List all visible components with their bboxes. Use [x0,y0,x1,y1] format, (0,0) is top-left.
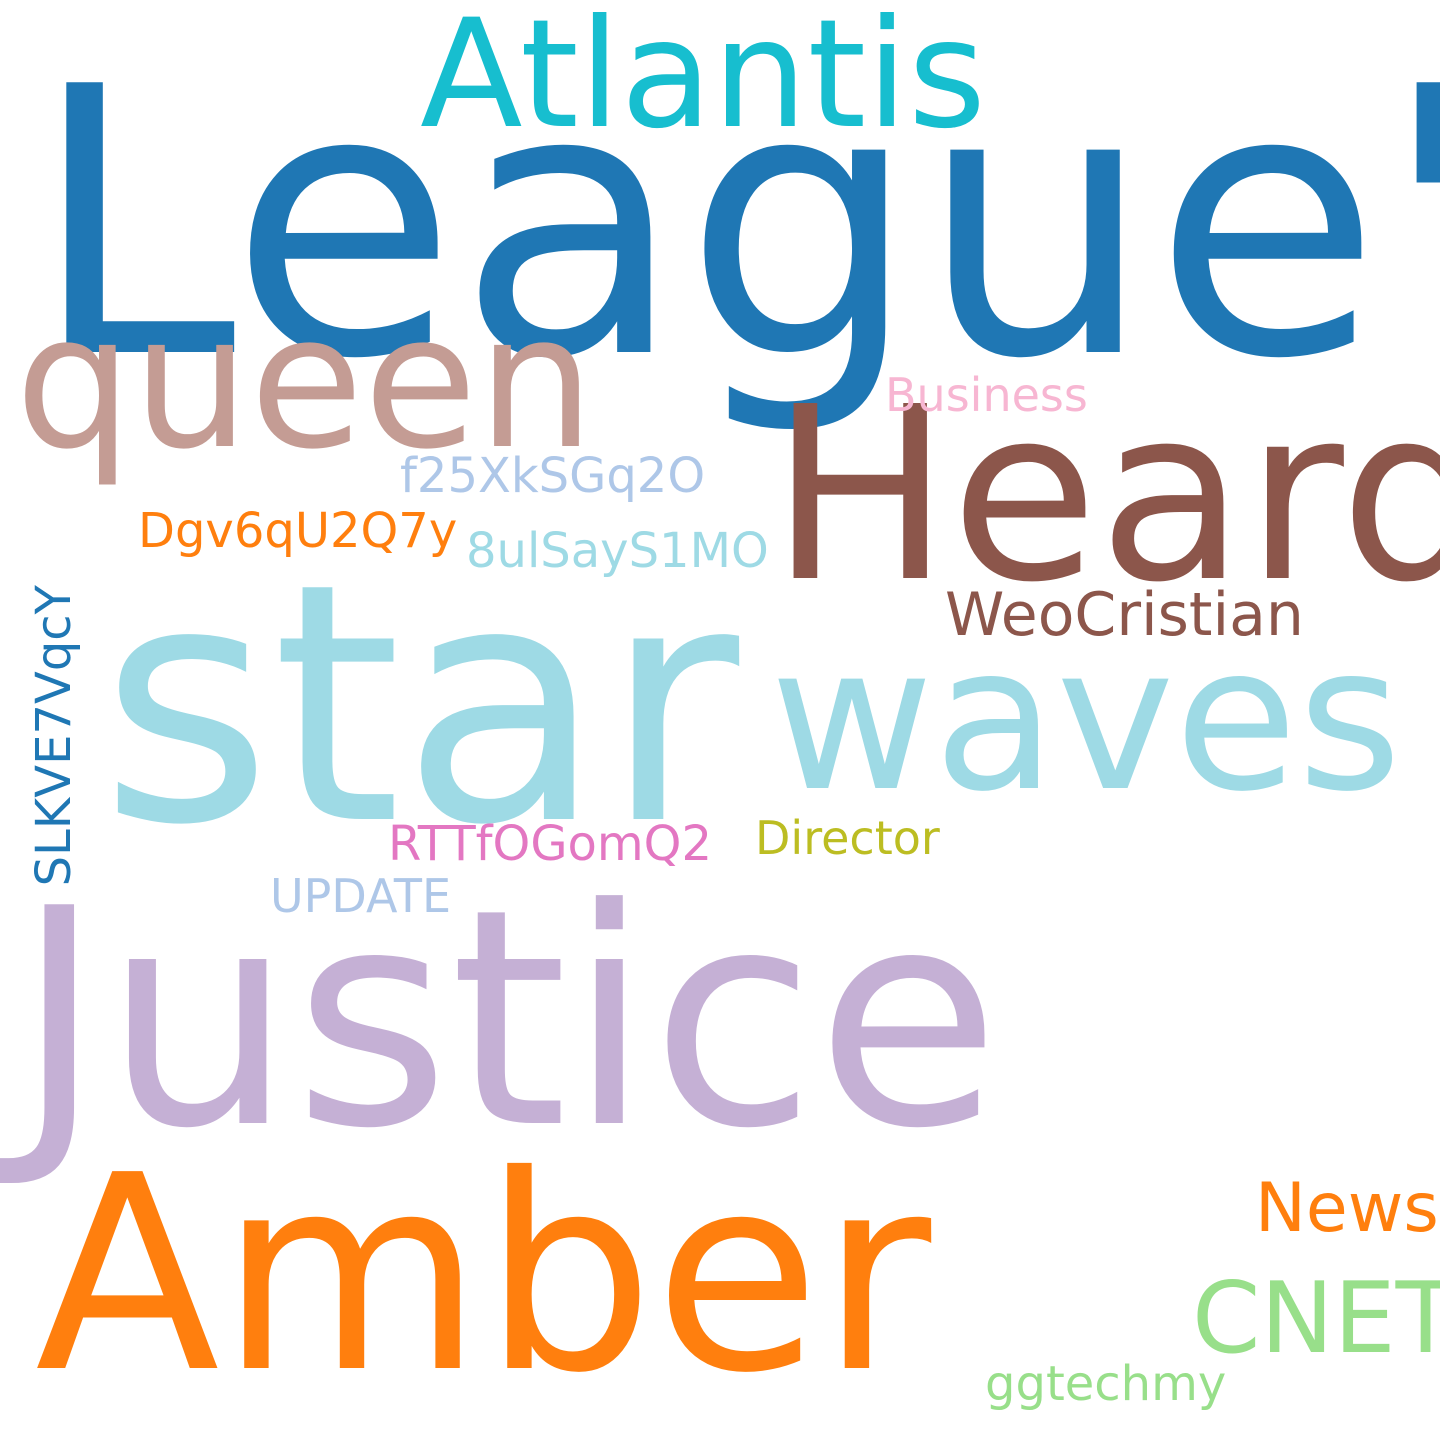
word-atlantis: Atlantis [420,0,987,162]
word-update: UPDATE [270,869,452,923]
word-dgv6qu2q7y: Dgv6qU2Q7y [138,503,458,559]
word-queen: queen [15,274,595,490]
word-amber: Amber [35,1117,932,1432]
word-ggtechmy: ggtechmy [985,1356,1227,1412]
word-waves: waves [770,603,1402,836]
word-8ulsays1mo: 8ulSayS1MO [466,523,769,579]
word-rttfogomq2: RTTfOGomQ2 [388,816,712,872]
word-business: Business [885,368,1088,422]
word-cnet: CNET [1192,1262,1440,1376]
word-news: News [1255,1169,1439,1248]
word-league: League' [30,10,1440,440]
word-heard: Heard [770,355,1440,635]
word-director: Director [755,811,940,865]
word-star: star [100,513,740,897]
word-f25xksgq2o: f25XkSGq2O [400,448,706,504]
word-slkve7vqcy: SLKVE7VqcY [26,585,82,887]
word-justice: Justice [15,845,1001,1194]
word-weocristian: WeoCristian [945,580,1304,650]
